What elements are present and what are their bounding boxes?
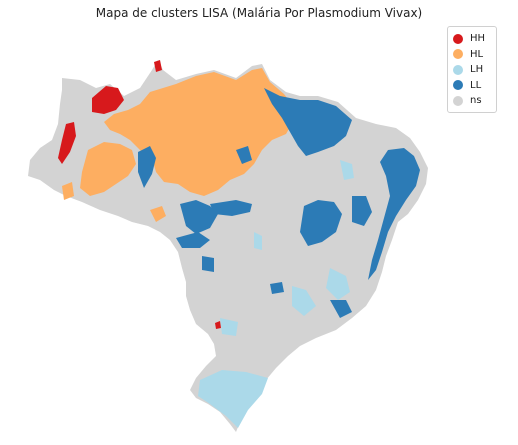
region-lh: [198, 160, 354, 428]
region-ll: [138, 88, 420, 318]
legend-marker-ns: [453, 95, 463, 106]
legend-item-hl: HL: [453, 47, 491, 63]
region-hh: [58, 60, 221, 329]
region-hl: [62, 68, 294, 222]
legend-marker-lh: [453, 64, 463, 75]
legend: HH HL LH LL ns: [447, 26, 497, 113]
legend-item-ns: ns: [453, 93, 491, 109]
legend-marker-hh: [453, 33, 463, 44]
map-title: Mapa de clusters LISA (Malária Por Plasm…: [95, 6, 423, 20]
legend-label-ll: LL: [470, 79, 482, 91]
legend-label-hh: HH: [470, 33, 486, 45]
legend-item-lh: LH: [453, 62, 491, 78]
legend-item-ll: LL: [453, 78, 491, 94]
legend-marker-hl: [453, 49, 463, 60]
legend-marker-ll: [453, 80, 463, 91]
legend-item-hh: HH: [453, 31, 491, 47]
legend-label-hl: HL: [470, 48, 484, 60]
legend-label-ns: ns: [470, 95, 482, 107]
legend-label-lh: LH: [470, 64, 484, 76]
